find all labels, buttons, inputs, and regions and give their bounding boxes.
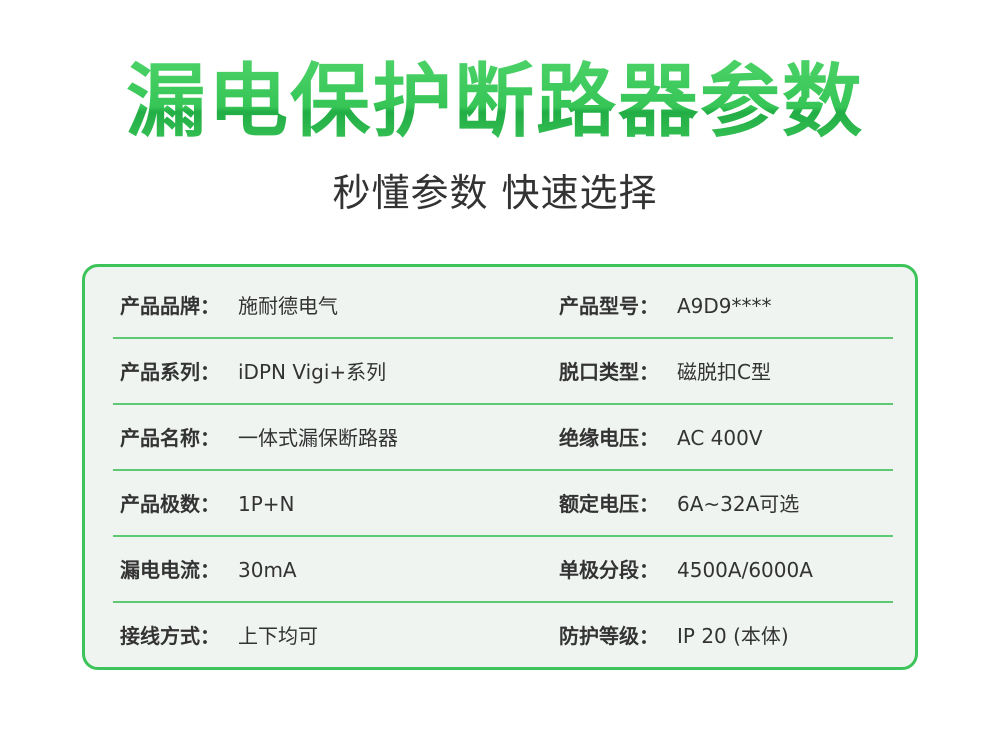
left-value: 上下均可 [238, 624, 318, 648]
left-label: 产品名称： [120, 426, 220, 450]
row-divider [113, 337, 893, 339]
right-value: 6A~32A可选 [677, 492, 800, 516]
right-value: 磁脱扣C型 [677, 360, 771, 384]
spec-row: 接线方式： 上下均可 防护等级： IP 20 (本体) [113, 603, 893, 669]
right-label: 产品型号： [559, 294, 659, 318]
right-value: IP 20 (本体) [677, 624, 789, 648]
left-label: 产品系列： [120, 360, 220, 384]
left-label: 漏电电流： [120, 558, 220, 582]
row-divider [113, 403, 893, 405]
left-value: iDPN Vigi+系列 [238, 360, 387, 384]
right-label: 额定电压： [559, 492, 659, 516]
right-label: 单极分段： [559, 558, 659, 582]
right-label: 防护等级： [559, 624, 659, 648]
left-value: 30mA [238, 558, 297, 582]
left-label: 接线方式： [120, 624, 220, 648]
page-subtitle: 秒懂参数 快速选择 [332, 171, 658, 215]
left-label: 产品品牌： [120, 294, 220, 318]
row-divider [113, 535, 893, 537]
spec-row: 产品极数： 1P+N 额定电压： 6A~32A可选 [113, 471, 893, 537]
spec-row: 产品系列： iDPN Vigi+系列 脱口类型： 磁脱扣C型 [113, 339, 893, 405]
spec-row: 漏电电流： 30mA 单极分段： 4500A/6000A [113, 537, 893, 603]
right-value: A9D9**** [677, 294, 772, 318]
spec-row: 产品品牌： 施耐德电气 产品型号： A9D9**** [113, 273, 893, 339]
right-label: 脱口类型： [559, 360, 659, 384]
row-divider [113, 601, 893, 603]
left-value: 1P+N [238, 492, 295, 516]
page-title: 漏电保护断路器参数 [0, 52, 990, 152]
left-value: 施耐德电气 [238, 294, 338, 318]
row-divider [113, 469, 893, 471]
left-label: 产品极数： [120, 492, 220, 516]
spec-row: 产品名称： 一体式漏保断路器 绝缘电压： AC 400V [113, 405, 893, 471]
left-value: 一体式漏保断路器 [238, 426, 398, 450]
right-value: AC 400V [677, 426, 763, 450]
right-label: 绝缘电压： [559, 426, 659, 450]
spec-card: 产品品牌： 施耐德电气 产品型号： A9D9**** 产品系列： iDPN Vigi+系列… [82, 264, 918, 670]
right-value: 4500A/6000A [677, 558, 813, 582]
